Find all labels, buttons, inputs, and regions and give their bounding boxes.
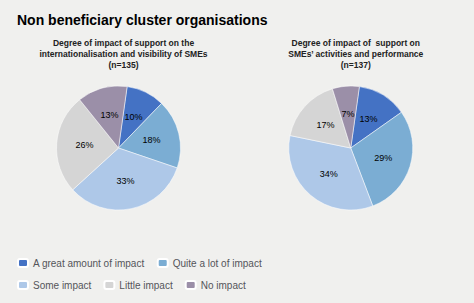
svg-text:18%: 18%: [143, 135, 161, 145]
svg-text:10%: 10%: [124, 112, 142, 122]
svg-text:Non beneficiary cluster organi: Non beneficiary cluster organisations: [17, 12, 268, 28]
svg-text:Little impact: Little impact: [119, 280, 173, 291]
svg-text:Quite a lot of impact: Quite a lot of impact: [173, 258, 262, 269]
svg-text:17%: 17%: [317, 120, 335, 130]
svg-text:internationalisation and visib: internationalisation and visibility of S…: [39, 49, 207, 59]
svg-text:7%: 7%: [342, 109, 355, 119]
svg-text:34%: 34%: [320, 169, 338, 179]
svg-text:13%: 13%: [100, 110, 118, 120]
svg-text:SMEs’ activities and performan: SMEs’ activities and performance: [288, 49, 423, 59]
svg-text:No impact: No impact: [201, 280, 246, 291]
svg-text:13%: 13%: [359, 114, 377, 124]
svg-text:26%: 26%: [76, 140, 94, 150]
svg-text:Some impact: Some impact: [33, 280, 92, 291]
svg-text:Degree of impact of support o: Degree of impact of support on: [292, 38, 420, 48]
svg-text:(n=137): (n=137): [341, 60, 371, 70]
svg-text:A great amount of impact: A great amount of impact: [33, 258, 144, 269]
svg-text:(n=135): (n=135): [109, 60, 139, 70]
svg-text:Degree of impact of support on: Degree of impact of support on the: [53, 38, 194, 48]
svg-text:29%: 29%: [374, 153, 392, 163]
svg-text:33%: 33%: [116, 176, 134, 186]
